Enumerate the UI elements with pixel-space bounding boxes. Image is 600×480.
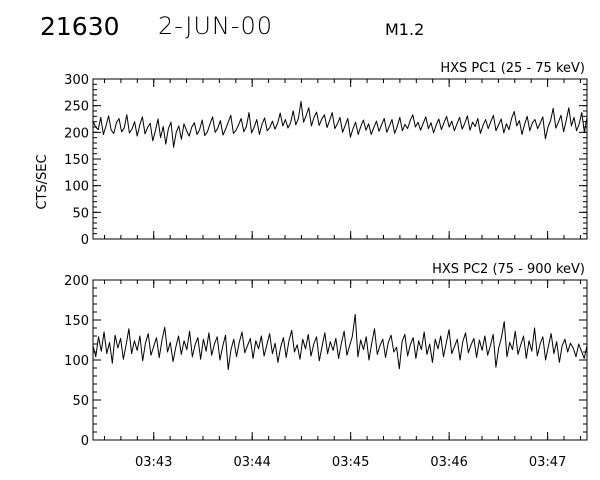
- panel-pc1-ytick-label: 0: [81, 233, 89, 248]
- panel-pc2-series-line: [92, 313, 588, 371]
- panel-pc2-ytick-label: 0: [81, 434, 89, 449]
- panel-pc1-ylabel: CTS/SEC: [35, 154, 50, 209]
- panel-pc2-xaxis: 03:43 03:44 03:45 03:46 03:47: [103, 280, 581, 470]
- panel-pc1-ytick-label: 200: [64, 126, 89, 141]
- panel-pc1: HXS PC1 (25 - 75 keV) CTS/SEC 0 50 100 150 2…: [35, 61, 588, 248]
- panel-pc2-yaxis: 0 50 100 150 200: [64, 274, 587, 449]
- panel-pc2: HXS PC2 (75 - 900 keV) 0 50 100 150 200 03:4…: [64, 262, 588, 470]
- panel-pc1-xaxis: [103, 79, 581, 239]
- flare-class: M1.2: [385, 20, 425, 39]
- panel-pc2-ytick-label: 50: [72, 394, 89, 409]
- panel-pc2-ytick-label: 150: [64, 314, 89, 329]
- panel-pc1-ytick-label: 300: [64, 73, 89, 88]
- panel-pc2-xtick-label: 03:43: [135, 455, 172, 470]
- panel-pc2-ytick-label: 100: [64, 354, 89, 369]
- panel-pc2-title: HXS PC2 (75 - 900 keV): [432, 262, 585, 277]
- panel-pc2-frame: [92, 279, 588, 441]
- panel-pc1-yaxis: 0 50 100 150 200 250 300: [64, 73, 587, 248]
- panel-pc1-ytick-label: 50: [72, 206, 89, 221]
- panel-pc1-series-line: [92, 100, 588, 148]
- panel-pc2-ytick-label: 200: [64, 274, 89, 289]
- event-date: 2-JUN-00: [158, 12, 274, 40]
- panel-pc2-xtick-label: 03:46: [430, 455, 467, 470]
- panel-pc2-series: [92, 313, 588, 371]
- panel-pc1-ytick-label: 250: [64, 100, 89, 115]
- event-id: 21630: [40, 12, 120, 41]
- panel-pc1-ytick-label: 150: [64, 153, 89, 168]
- panel-pc1-title: HXS PC1 (25 - 75 keV): [440, 61, 585, 76]
- panel-pc2-xtick-label: 03:45: [332, 455, 369, 470]
- panel-pc1-ytick-label: 100: [64, 180, 89, 195]
- panel-pc1-series: [92, 100, 588, 148]
- panel-pc2-xtick-label: 03:47: [529, 455, 566, 470]
- panel-pc2-xtick-label: 03:44: [233, 455, 270, 470]
- panel-pc1-frame: [92, 78, 588, 240]
